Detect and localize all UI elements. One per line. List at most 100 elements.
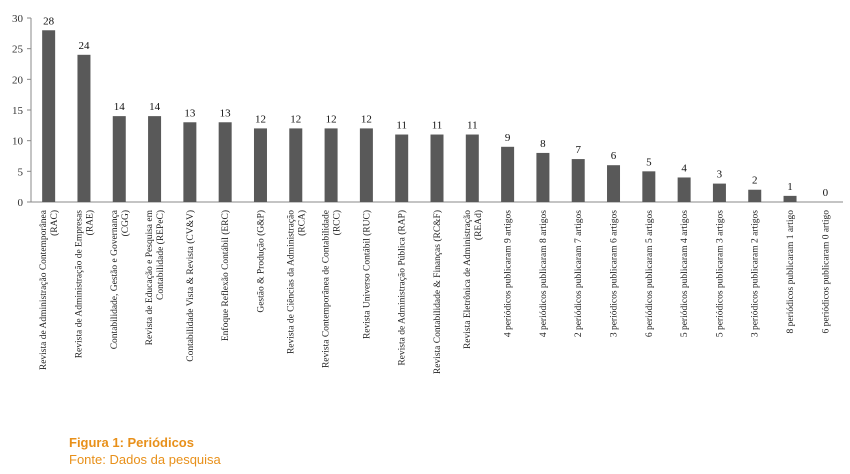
y-tick-label: 5 [18,166,24,178]
category-label-line: (REAd) [473,210,484,240]
category-label-line: Revista de Administração Pública (RAP) [397,210,408,366]
bar [607,165,621,202]
y-tick-label: 0 [18,197,24,209]
category-label: 6 periódicos publicaram 0 artigo [821,210,831,334]
category-label-line: 3 periódicos publicaram 6 artigos [610,210,620,337]
category-label: Contabilidade Vista & Revista (CV&V) [185,210,196,362]
bar [501,146,515,202]
category-label-line: Revista de Educação e Pesquisa em [145,209,155,345]
category-label: Enfoque Reflexão Contábil (ERC) [220,210,231,341]
data-label: 24 [78,40,90,52]
bar [748,189,762,202]
bar [712,183,726,202]
category-label-line: Contabilidade, Gestão e Governança [110,209,120,349]
category-label-line: 6 periódicos publicaram 0 artigo [821,210,831,334]
data-label: 8 [540,138,546,150]
bar [430,134,444,202]
category-label: Revista de Educação e Pesquisa em Contabi… [145,209,166,345]
data-label: 11 [467,120,478,132]
data-label: 11 [432,120,443,132]
data-label: 11 [396,120,407,132]
category-label-line: Revista Contabilidade & Finanças (RC&F) [432,210,443,374]
bar [324,128,338,202]
category-label: 5 periódicos publicaram 3 artigos [715,210,725,337]
category-label-line: (RCC) [332,210,343,235]
category-label: 6 periódicos publicaram 5 artigos [645,210,655,337]
data-label: 28 [43,15,55,27]
data-labels: 28 24 14 14 13 13 12 12 12 12 11 11 11 9 8 7 6 5 4 3 2 1 0 [43,15,828,199]
category-label-line: Contabilidade (REPeC) [155,210,166,300]
category-label-line: 5 periódicos publicaram 3 artigos [715,210,725,337]
category-label-line: 5 periódicos publicaram 4 artigos [680,210,690,337]
category-label: 2 periódicos publicaram 7 artigos [574,210,584,337]
figure-title: Figura 1: Periódicos [69,435,194,450]
figure-source: Fonte: Dados da pesquisa [69,452,221,467]
bar [218,122,232,202]
data-label: 6 [611,150,617,162]
category-label-line: (RAE) [84,210,95,235]
data-label: 12 [290,113,301,125]
category-label: Revista Universo Contábil (RUC) [361,210,372,339]
bars [42,30,797,202]
data-label: 9 [505,132,511,144]
bar [783,195,797,202]
category-label-line: (CGG) [120,210,131,236]
bar [359,128,373,202]
category-label-line: (RAC) [49,210,60,236]
bar [42,30,56,202]
category-label-line: Revista Universo Contábil (RUC) [361,210,372,339]
data-label: 4 [681,162,687,174]
category-label: 5 periódicos publicaram 4 artigos [680,210,690,337]
category-label: Revista Eletrônica de Administração (REAd… [463,210,484,349]
bar [112,116,126,202]
bar [465,134,479,202]
category-label-line: Revista de Ciências da Administração [286,210,296,354]
data-label: 13 [220,107,232,119]
category-label-line: 4 periódicos publicaram 8 artigos [539,210,549,337]
category-label: 8 periódicos publicaram 1 artigo [786,210,796,334]
category-label-line: Gestão & Produção (G&P) [255,210,266,313]
category-label-line: Revista Contemporânea de Contabilidade [322,210,332,368]
y-tick-label: 15 [12,105,24,117]
data-label: 12 [361,113,372,125]
bar [571,159,585,202]
category-label: 4 periódicos publicaram 9 artigos [504,210,514,337]
category-label: 4 periódicos publicaram 8 artigos [539,210,549,337]
data-label: 12 [326,113,337,125]
data-label: 7 [575,144,581,156]
data-label: 0 [823,187,829,199]
bar [183,122,197,202]
category-label-line: 3 periódicos publicaram 2 artigos [751,210,761,337]
bar [253,128,267,202]
y-tick-label: 10 [12,136,24,148]
category-label-line: Enfoque Reflexão Contábil (ERC) [220,210,231,341]
category-label: Revista Contabilidade & Finanças (RC&F) [432,210,443,374]
category-label: Revista de Administração Contemporânea (R… [39,209,60,370]
bar [289,128,303,202]
data-label: 13 [184,107,196,119]
category-label-line: (RCA) [296,210,307,236]
category-label-line: Revista de Administração de Empresas [74,210,84,359]
data-label: 1 [787,181,793,193]
category-label-line: Contabilidade Vista & Revista (CV&V) [185,210,196,362]
category-label: 3 periódicos publicaram 6 artigos [610,210,620,337]
y-tick-label: 20 [12,74,24,86]
data-label: 2 [752,175,758,187]
category-label: Contabilidade, Gestão e Governança (CGG) [110,209,131,349]
bar [677,177,691,202]
category-label: Gestão & Produção (G&P) [255,210,266,313]
category-label-line: 2 periódicos publicaram 7 artigos [574,210,584,337]
category-label: Revista de Ciências da Administração (RCA… [286,210,307,354]
category-label-line: 6 periódicos publicaram 5 artigos [645,210,655,337]
bar [642,171,656,202]
category-label: Revista de Administração de Empresas (RAE… [74,210,95,359]
data-label: 3 [717,169,723,181]
category-label-line: Revista Eletrônica de Administração [463,210,473,349]
category-label: 3 periódicos publicaram 2 artigos [751,210,761,337]
data-label: 14 [114,101,126,113]
data-label: 14 [149,101,161,113]
data-label: 5 [646,156,652,168]
bar [148,116,162,202]
data-label: 12 [255,113,266,125]
